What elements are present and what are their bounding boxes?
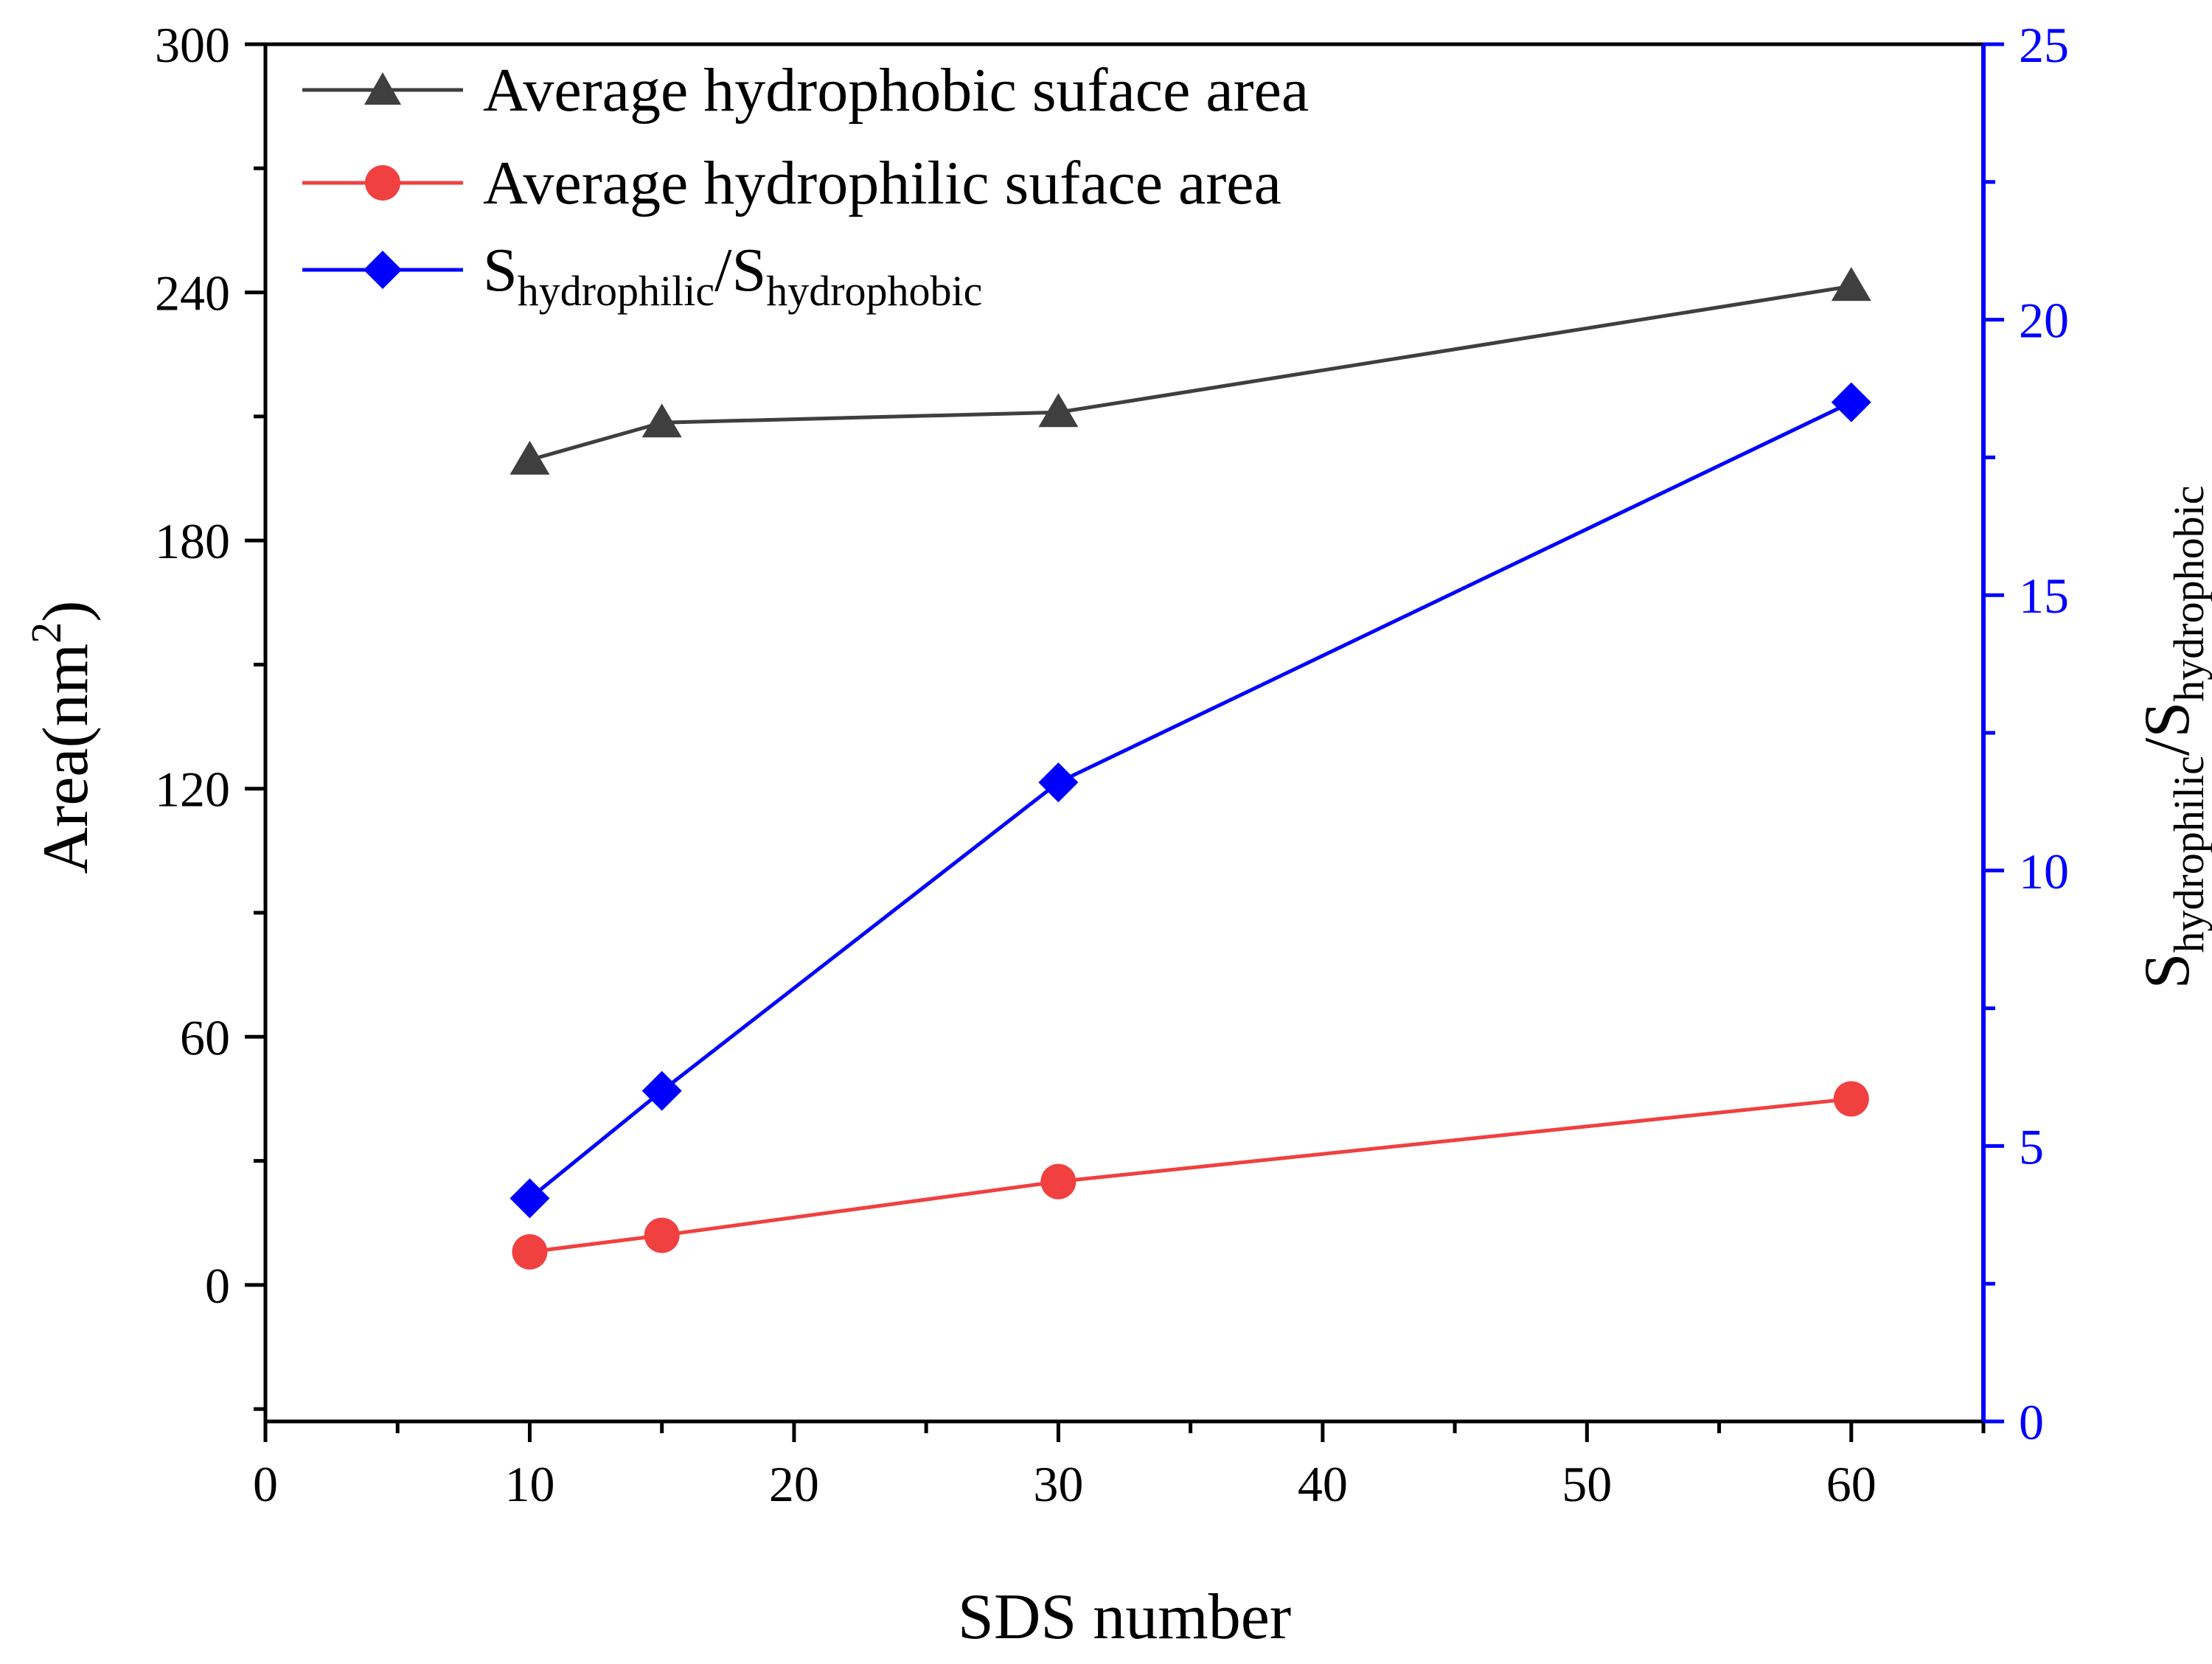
data-point-triangle bbox=[1831, 267, 1871, 302]
left-axis-title: Area(nm2) bbox=[22, 600, 102, 874]
data-point-diamond bbox=[641, 1071, 682, 1111]
right-axis-title-sub1: hydrophilic bbox=[2165, 756, 2212, 953]
legend-ratio-slash: /S bbox=[714, 236, 766, 304]
legend-item-hydrophilic: Average hydrophilic suface area bbox=[302, 149, 1281, 217]
legend-label-ratio: Shydrophilic/Shydrophobic bbox=[483, 236, 982, 315]
right-tick-label: 0 bbox=[2019, 1394, 2044, 1450]
data-point-diamond bbox=[1831, 382, 1871, 422]
legend-circle-marker bbox=[365, 165, 400, 201]
x-axis-title: SDS number bbox=[958, 1581, 1291, 1653]
right-axis-title-slash: /S bbox=[2132, 702, 2203, 756]
data-point-circle bbox=[512, 1234, 548, 1270]
x-tick-label: 60 bbox=[1826, 1456, 1877, 1512]
legend: Average hydrophobic suface area Average … bbox=[302, 56, 1309, 315]
right-tick-label: 5 bbox=[2019, 1118, 2044, 1174]
left-axis-title-close: ) bbox=[30, 600, 102, 622]
data-point-circle bbox=[644, 1217, 680, 1253]
legend-label-hydrophilic: Average hydrophilic suface area bbox=[483, 149, 1281, 217]
x-tick-label: 20 bbox=[769, 1456, 819, 1512]
left-tick-label: 180 bbox=[155, 513, 230, 569]
left-tick-label: 300 bbox=[155, 17, 230, 73]
series-line-2 bbox=[528, 400, 1852, 1200]
plot-frame bbox=[263, 42, 1986, 1424]
series-line-0 bbox=[529, 284, 1852, 462]
data-point-circle bbox=[1040, 1163, 1077, 1200]
legend-item-hydrophobic: Average hydrophobic suface area bbox=[302, 56, 1309, 125]
right-axis-title-sub2: hydrophobic bbox=[2165, 486, 2212, 702]
left-axis-title-sup: 2 bbox=[22, 622, 70, 644]
left-tick-label: 240 bbox=[155, 265, 230, 321]
data-point-triangle bbox=[641, 403, 682, 438]
x-tick-label: 30 bbox=[1033, 1456, 1083, 1512]
data-point-triangle bbox=[1038, 393, 1079, 428]
series-layer bbox=[509, 267, 1871, 1270]
data-point-diamond bbox=[509, 1178, 550, 1219]
legend-triangle-marker bbox=[364, 72, 401, 105]
data-point-diamond bbox=[1038, 762, 1079, 803]
left-axis-title-main: Area(nm bbox=[30, 644, 102, 874]
legend-diamond-marker bbox=[364, 251, 402, 289]
left-tick-label: 60 bbox=[180, 1009, 230, 1065]
legend-label-hydrophobic: Average hydrophobic suface area bbox=[483, 56, 1309, 125]
right-axis-ticks: 0 5 10 15 20 25 bbox=[1983, 17, 2069, 1450]
right-tick-label: 15 bbox=[2019, 568, 2069, 624]
legend-ratio-sub1: hydrophilic bbox=[518, 267, 714, 315]
legend-ratio-sub2: hydrophobic bbox=[766, 267, 982, 315]
right-tick-label: 25 bbox=[2019, 17, 2069, 73]
left-tick-label: 120 bbox=[155, 762, 230, 818]
data-point-circle bbox=[1833, 1081, 1869, 1117]
x-tick-label: 40 bbox=[1298, 1456, 1348, 1512]
x-tick-label: 0 bbox=[253, 1456, 278, 1512]
data-point-triangle bbox=[509, 440, 550, 475]
left-axis-ticks: 0 60 120 180 240 300 bbox=[155, 17, 265, 1411]
left-tick-label: 0 bbox=[205, 1258, 230, 1314]
right-tick-label: 20 bbox=[2019, 293, 2069, 349]
legend-ratio-s1: S bbox=[483, 236, 518, 304]
legend-item-ratio: Shydrophilic/Shydrophobic bbox=[302, 236, 982, 315]
series-line-1 bbox=[529, 1096, 1852, 1254]
x-tick-label: 10 bbox=[504, 1456, 554, 1512]
x-tick-label: 50 bbox=[1562, 1456, 1612, 1512]
right-axis-title-s1: S bbox=[2132, 953, 2203, 989]
right-axis-title: Shydrophilic/Shydrophobic bbox=[2132, 486, 2212, 989]
right-tick-label: 10 bbox=[2019, 843, 2069, 899]
x-axis-ticks: 0 10 20 30 40 50 60 bbox=[253, 1421, 1986, 1512]
